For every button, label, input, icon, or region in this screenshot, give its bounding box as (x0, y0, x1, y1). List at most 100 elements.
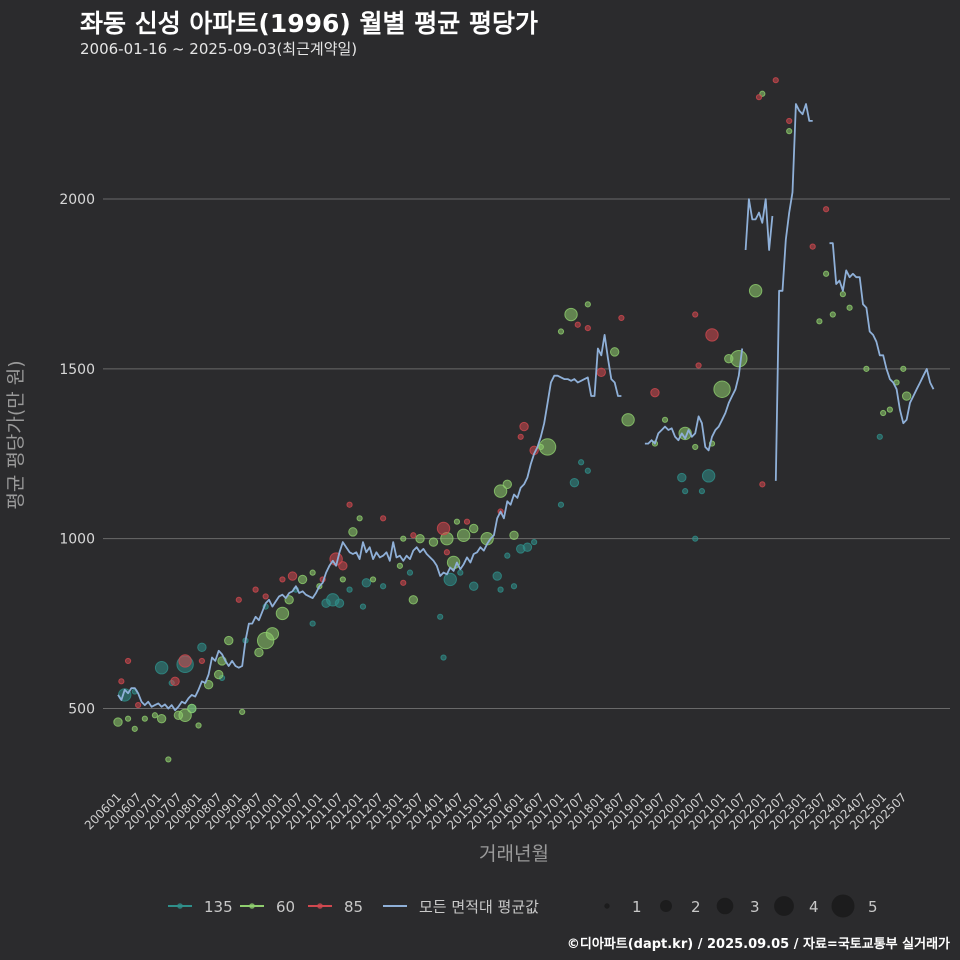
data-point-60 (846, 304, 853, 311)
data-point-60 (195, 722, 202, 729)
grid-lines (103, 198, 950, 709)
data-point-85 (346, 501, 353, 508)
data-point-60 (131, 725, 138, 732)
data-point-60 (900, 365, 907, 372)
data-point-60 (254, 647, 264, 658)
data-point-60 (730, 349, 748, 368)
data-point-85 (443, 549, 450, 556)
data-point-60 (239, 708, 246, 715)
data-point-60 (502, 479, 512, 490)
data-point-60 (816, 318, 823, 325)
data-point-135 (701, 469, 716, 483)
data-point-135 (692, 535, 699, 542)
legend-size-label: 4 (809, 898, 819, 916)
data-point-60 (584, 301, 591, 308)
data-point-60 (165, 756, 172, 763)
legend-label-avg: 모든 면적대 평균값 (419, 898, 539, 916)
data-point-135 (584, 467, 591, 474)
data-point-60 (538, 438, 557, 456)
data-point-60 (408, 595, 419, 605)
y-tick-label: 500 (68, 701, 95, 717)
y-tick-label: 1500 (59, 362, 95, 378)
legend: 135 60 85 모든 면적대 평균값 1 2 3 4 5 (168, 894, 878, 918)
data-point-135 (359, 603, 367, 610)
data-point-85 (436, 521, 451, 536)
data-point-135 (440, 654, 447, 661)
legend-size-circle (716, 897, 734, 915)
legend-size-circle (604, 903, 610, 909)
data-point-85 (338, 561, 348, 571)
data-point-135 (677, 472, 687, 483)
data-point-135 (557, 501, 565, 508)
data-point-60 (557, 328, 565, 335)
data-point-60 (609, 347, 620, 357)
data-point-85 (400, 579, 407, 586)
legend-size-circle (660, 900, 672, 912)
legend-size-label: 1 (632, 898, 642, 916)
data-point-60 (156, 713, 167, 724)
data-point-60 (748, 284, 763, 298)
legend-size-label: 5 (868, 898, 878, 916)
legend-size-label: 2 (691, 898, 701, 916)
data-point-85 (772, 77, 779, 84)
data-point-85 (759, 481, 766, 488)
data-point-135 (154, 661, 169, 675)
data-point-85 (170, 676, 180, 687)
data-point-60 (124, 715, 132, 722)
scatter-points (113, 77, 912, 763)
data-point-85 (235, 596, 242, 603)
data-point-85 (252, 586, 259, 593)
data-point-60 (829, 311, 836, 318)
data-point-85 (380, 515, 387, 522)
legend-key-dot (249, 903, 255, 909)
data-point-60 (400, 535, 407, 542)
y-tick-label: 2000 (59, 192, 95, 208)
data-point-60 (213, 669, 224, 680)
data-point-60 (786, 128, 793, 135)
data-point-135 (578, 459, 585, 466)
data-point-60 (901, 391, 912, 401)
data-point-60 (141, 715, 148, 722)
legend-label-60: 60 (276, 898, 295, 916)
x-tick-labels: 2006012006072007012007072008012008072009… (82, 790, 910, 832)
data-point-85 (695, 362, 702, 369)
data-point-60 (692, 443, 699, 451)
data-point-60 (453, 518, 461, 525)
data-point-85 (618, 314, 625, 322)
data-point-85 (118, 678, 125, 685)
y-tick-label: 1000 (59, 532, 95, 548)
data-point-85 (178, 654, 192, 668)
data-point-60 (297, 574, 308, 585)
legend-key-dot (177, 903, 183, 909)
legend-key-dot (317, 903, 323, 909)
data-point-135 (569, 477, 580, 488)
data-point-85 (705, 328, 719, 342)
data-point-60 (564, 307, 578, 322)
data-point-60 (509, 530, 519, 540)
data-point-85 (410, 532, 417, 539)
data-point-85 (809, 243, 816, 250)
data-point-60 (187, 703, 197, 714)
data-point-135 (531, 538, 538, 546)
data-point-135 (492, 571, 502, 581)
data-point-85 (596, 367, 606, 377)
data-point-85 (786, 117, 793, 125)
data-point-60 (309, 569, 316, 576)
data-point-135 (469, 581, 479, 591)
data-point-60 (428, 537, 439, 547)
data-point-135 (443, 572, 457, 587)
data-point-135 (504, 552, 511, 559)
data-point-60 (224, 635, 234, 646)
data-point-60 (356, 515, 363, 522)
data-point-85 (124, 657, 132, 665)
data-point-85 (463, 518, 471, 525)
data-point-85 (517, 433, 524, 440)
data-point-60 (348, 527, 358, 537)
data-point-85 (692, 311, 699, 318)
data-point-85 (135, 701, 142, 709)
legend-size-circle (774, 896, 794, 916)
data-point-85 (262, 593, 269, 600)
data-point-85 (574, 321, 581, 328)
data-point-60 (178, 708, 192, 722)
data-point-60 (339, 576, 346, 583)
